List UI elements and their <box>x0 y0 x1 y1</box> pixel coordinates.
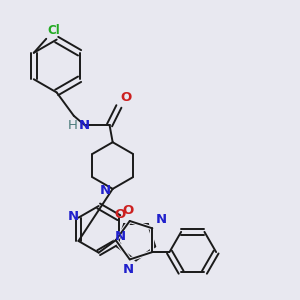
Text: N: N <box>115 230 126 243</box>
Text: N: N <box>156 213 167 226</box>
Text: O: O <box>120 91 132 104</box>
Text: N: N <box>68 210 80 223</box>
Text: H: H <box>67 118 77 132</box>
Text: N: N <box>79 118 90 132</box>
Text: N: N <box>123 263 134 276</box>
Text: O: O <box>115 208 126 221</box>
Text: N: N <box>99 184 110 197</box>
Text: Cl: Cl <box>48 24 61 37</box>
Text: O: O <box>123 204 134 217</box>
